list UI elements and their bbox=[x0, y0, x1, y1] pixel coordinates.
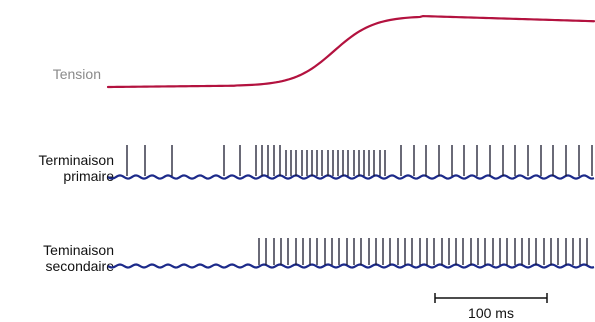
primary-ending-label-line1: Terminaison bbox=[38, 152, 114, 168]
primary-ending-spikes bbox=[126, 145, 593, 176]
secondary-ending-baseline bbox=[107, 263, 595, 269]
primary-ending-label-line2: primaire bbox=[63, 168, 114, 184]
secondary-ending-label: Teminaison secondaire bbox=[0, 242, 114, 274]
primary-ending-label: Terminaison primaire bbox=[0, 152, 114, 184]
secondary-ending-label-line2: secondaire bbox=[45, 258, 115, 274]
primary-ending-baseline bbox=[107, 174, 595, 180]
tension-label: Tension bbox=[52, 66, 101, 82]
secondary-ending-spikes bbox=[258, 238, 588, 265]
secondary-ending-label-line1: Teminaison bbox=[43, 242, 114, 258]
scale-bar bbox=[434, 293, 548, 303]
scale-bar-label: 100 ms bbox=[468, 305, 514, 321]
tension-trace bbox=[106, 14, 595, 89]
